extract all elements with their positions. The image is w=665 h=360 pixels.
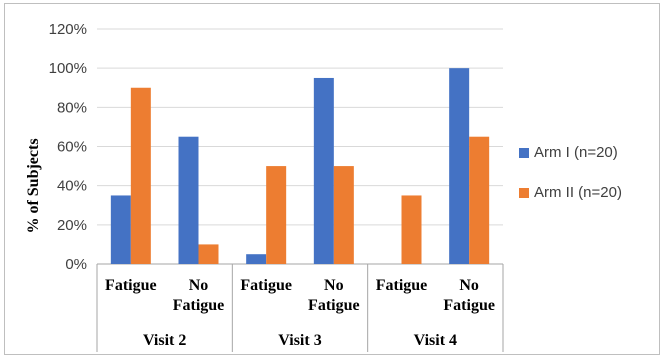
x-tick-label: Fatigue bbox=[240, 277, 292, 294]
bar-arm-i bbox=[449, 68, 470, 265]
bar-arm-i bbox=[110, 195, 131, 264]
bars bbox=[110, 68, 490, 265]
y-tick-label: 80% bbox=[57, 99, 87, 116]
legend-label: Arm II (n=20) bbox=[534, 184, 622, 201]
legend-label: Arm I (n=20) bbox=[534, 144, 618, 161]
x-category-labels: Fatigue No Fatigue Fatigue No Fatigue Fatigue N… bbox=[105, 277, 495, 349]
x-tick-label: Fatigue bbox=[173, 297, 225, 314]
y-tick-label: 120% bbox=[49, 21, 87, 38]
gridlines bbox=[97, 28, 503, 265]
bar-arm-ii bbox=[469, 136, 490, 264]
bar-arm-ii bbox=[198, 244, 219, 264]
group-label: Visit 4 bbox=[414, 332, 457, 349]
legend-swatch bbox=[519, 188, 529, 198]
x-tick-label: Fatigue bbox=[376, 277, 428, 294]
y-axis-label: % of Subjects bbox=[25, 138, 42, 233]
y-tick-labels: 0% 20% 40% 60% 80% 100% 120% bbox=[49, 21, 87, 273]
bar-arm-i bbox=[178, 136, 199, 264]
bar-arm-ii bbox=[333, 166, 354, 264]
x-tick-label: No bbox=[324, 277, 344, 294]
y-tick-label: 100% bbox=[49, 60, 87, 77]
bar-arm-i bbox=[313, 77, 334, 264]
x-tick-label: Fatigue bbox=[443, 297, 495, 314]
group-label: Visit 2 bbox=[143, 332, 186, 349]
y-tick-label: 0% bbox=[65, 256, 87, 273]
x-tick-label: No bbox=[459, 277, 479, 294]
bar-arm-ii bbox=[130, 87, 151, 264]
legend-swatch bbox=[519, 148, 529, 158]
bar-arm-i bbox=[246, 254, 267, 264]
legend: Arm I (n=20) Arm II (n=20) bbox=[519, 144, 622, 201]
x-axis bbox=[96, 264, 504, 352]
y-tick-label: 40% bbox=[57, 178, 87, 195]
x-tick-label: Fatigue bbox=[105, 277, 157, 294]
y-tick-label: 20% bbox=[57, 217, 87, 234]
x-tick-label: Fatigue bbox=[308, 297, 360, 314]
bar-arm-ii bbox=[401, 195, 422, 264]
group-label: Visit 3 bbox=[278, 332, 321, 349]
y-tick-label: 60% bbox=[57, 139, 87, 156]
x-tick-label: No bbox=[189, 277, 209, 294]
bar-arm-ii bbox=[266, 166, 287, 264]
